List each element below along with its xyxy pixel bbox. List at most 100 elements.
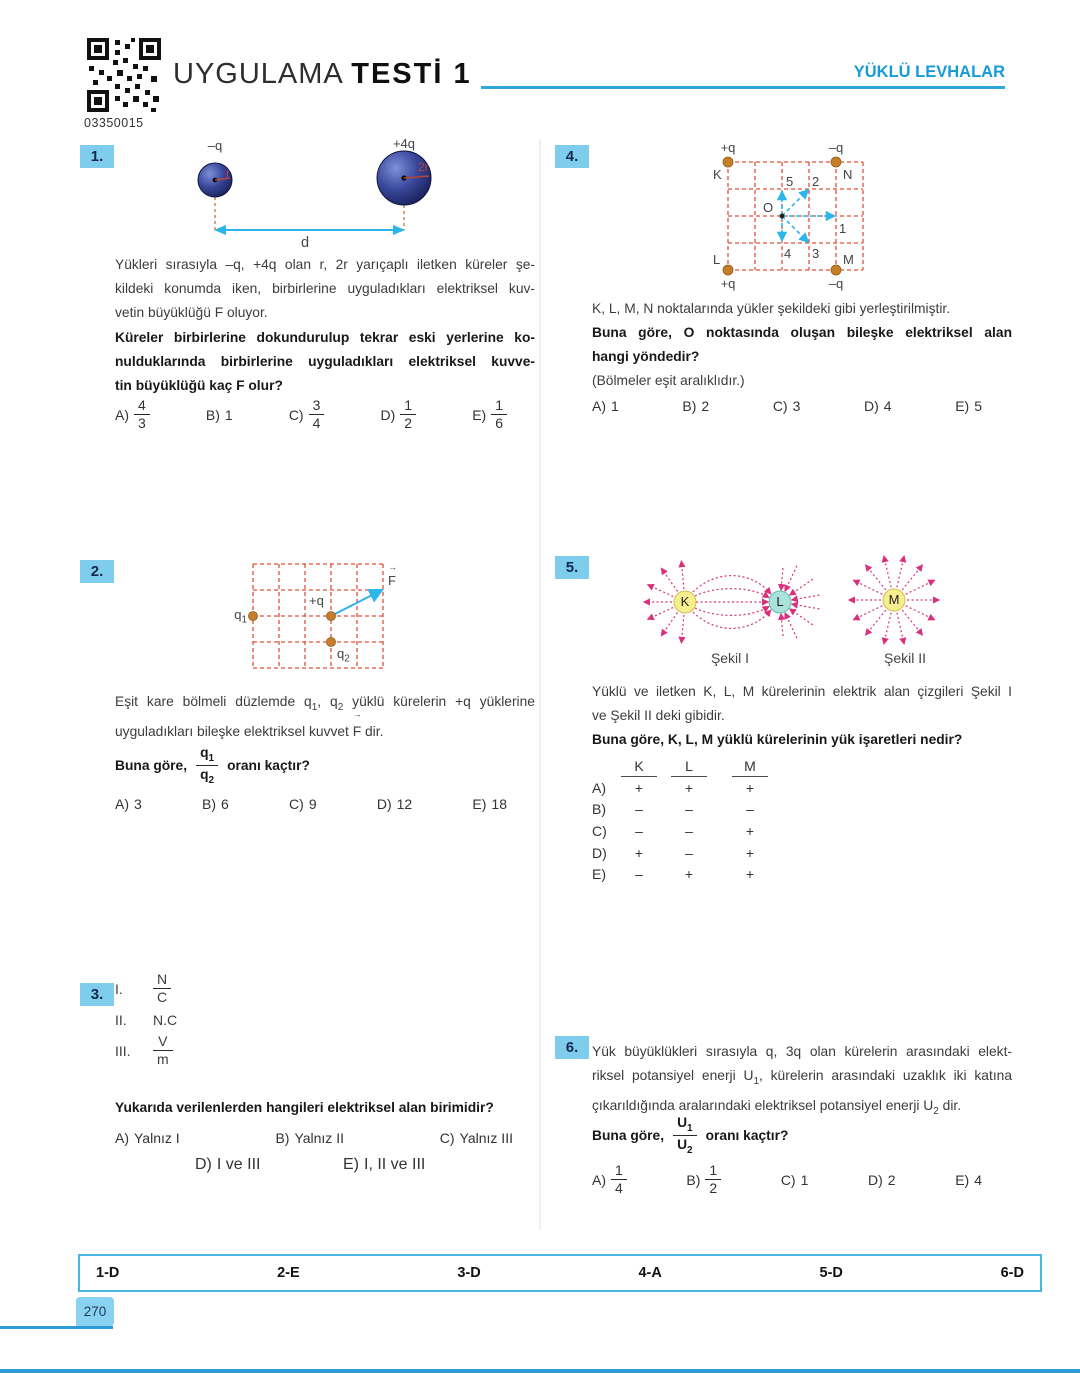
fraction-denominator: 2 <box>705 1179 722 1196</box>
charge-K-dot <box>722 156 734 168</box>
point-O-label: O <box>763 200 774 215</box>
option-label: C) <box>592 822 607 839</box>
direction-1-label: 1 <box>839 221 847 236</box>
option-label: D) <box>380 406 396 423</box>
q2-charge-label: q2 <box>337 646 350 665</box>
point-L-label: L <box>713 252 721 267</box>
column-divider <box>539 140 541 1230</box>
fraction-denominator: 4 <box>611 1179 627 1196</box>
question-4-number: 4. <box>555 145 589 168</box>
q4-text: K, L, M, N noktalarında yükler şekildeki… <box>592 297 1012 321</box>
q3-options-row1: A) Yalnız I B) Yalnız II C) Yalnız III <box>115 1130 513 1146</box>
text-line: vetin büyüklüğü F oluyor. <box>115 305 268 321</box>
direction-5-label: 5 <box>786 174 794 189</box>
answer-key-item: 6-D <box>1000 1265 1024 1281</box>
item-value: N.C <box>153 1011 178 1028</box>
charge-sign-cell: + <box>634 779 644 796</box>
text-line: Yükleri sırasıyla –q, +4q olan r, 2r yar… <box>115 257 535 272</box>
sphere-M-label: M <box>888 592 900 607</box>
force-arrow <box>330 588 385 617</box>
charge-q1-dot <box>248 611 258 621</box>
fraction-numerator: 1 <box>404 397 413 413</box>
answer-option: B) Yalnız II <box>275 1130 344 1146</box>
charge-sign-cell: – <box>685 844 693 861</box>
option-value: 4 <box>974 1171 982 1188</box>
option-label: B) <box>686 1171 701 1188</box>
charge-M-dot <box>830 264 842 276</box>
charge-N-dot <box>830 156 842 168</box>
q5-choice-table: K L M A) + + + B) – – – C) – – + D) + – + E) – + + <box>592 758 792 885</box>
page-title: UYGULAMA TESTİ 1 <box>173 58 472 91</box>
direction-3-label: 3 <box>812 246 820 261</box>
text-line: uyguladıkları bileşke elektriksel kuvvet… <box>115 710 535 744</box>
charge-sign-cell: + <box>745 844 755 861</box>
option-value: 3 <box>134 796 142 812</box>
q6-ratio-fraction: U1 U2 <box>673 1115 697 1155</box>
q5-text: Yüklü ve iletken K, L, M kürelerinin ele… <box>592 680 1012 728</box>
force-label: F <box>388 563 397 588</box>
header-rule <box>481 86 1005 89</box>
option-value: 2 <box>887 1171 896 1188</box>
charge-sign-cell: + <box>745 866 755 883</box>
figure-q5-field-lines: K L M Şekil I Şekil II <box>610 550 1015 668</box>
option-label: A) <box>592 779 606 796</box>
option-label: C) <box>289 796 304 812</box>
question-6-number: 6. <box>555 1036 589 1059</box>
figure-q1-spheres: –q +4q r 2r d <box>130 136 470 256</box>
answer-option: E) I, II ve III <box>343 1156 425 1174</box>
option-label: E) <box>955 1171 970 1188</box>
unit-item: I. N C <box>115 971 415 1006</box>
charge-sign-cell: + <box>634 844 644 861</box>
fraction-denominator: 4 <box>308 414 325 431</box>
footer-accent-line <box>0 1326 113 1329</box>
figure-1-caption: Şekil I <box>710 650 750 666</box>
question-2-number: 2. <box>80 560 114 583</box>
sphere-M <box>882 588 906 612</box>
answer-option: E) 1 6 <box>472 397 507 432</box>
q1-figure-svg <box>197 150 432 235</box>
answer-option: A) Yalnız I <box>115 1130 180 1146</box>
answer-option: C) 3 <box>773 398 801 414</box>
distance-label: d <box>300 235 310 251</box>
radius-label-large: 2r <box>418 160 429 174</box>
sphere-L <box>768 590 792 614</box>
q4-options: A) 1 B) 2 C) 3 D) 4 E) 5 <box>592 398 982 414</box>
q4-question: Buna göre, O noktasında oluşan bileşke e… <box>592 321 1012 369</box>
option-value: I ve III <box>216 1156 261 1173</box>
item-roman-numeral: III. <box>115 1042 131 1059</box>
option-label: B) <box>682 398 697 414</box>
fraction-numerator: 1 <box>495 397 503 413</box>
option-label: C) <box>439 1130 455 1146</box>
figure-2-caption: Şekil II <box>883 650 926 666</box>
answer-option: D) I ve III <box>195 1156 260 1174</box>
charge-sign-cell: + <box>684 779 694 796</box>
plus-q-charge-label: +q <box>309 593 324 608</box>
answer-option: E) 18 <box>472 796 507 812</box>
fraction-numerator: N <box>157 971 168 987</box>
qr-code <box>85 36 163 114</box>
answer-option: D)12 <box>377 796 412 812</box>
charge-sign-cell: – <box>635 866 643 883</box>
charge-M-label: –q <box>828 276 844 291</box>
answer-key-item: 1-D <box>96 1265 120 1281</box>
option-label: A) <box>115 406 129 423</box>
choice-table-column-header: L <box>671 758 707 777</box>
choice-table-row: B) – – – <box>592 799 792 821</box>
field-arrow-3 <box>781 215 810 244</box>
answer-option: C) 3 4 <box>289 397 325 432</box>
charge-label-large: +4q <box>392 136 416 151</box>
direction-2-label: 2 <box>812 174 820 189</box>
q4-note: (Bölmeler eşit aralıklıdır.) <box>592 373 745 388</box>
option-value: 1 <box>611 398 619 414</box>
q6-question: Buna göre, U1 U2 oranı kaçtır? <box>592 1112 788 1158</box>
option-label: D) <box>592 844 607 861</box>
question-5-number: 5. <box>555 556 589 579</box>
option-value: 1 <box>224 406 233 423</box>
charge-sign-cell: – <box>746 801 754 818</box>
point-M-label: M <box>843 252 854 267</box>
choice-table-row: D) + – + <box>592 842 792 864</box>
